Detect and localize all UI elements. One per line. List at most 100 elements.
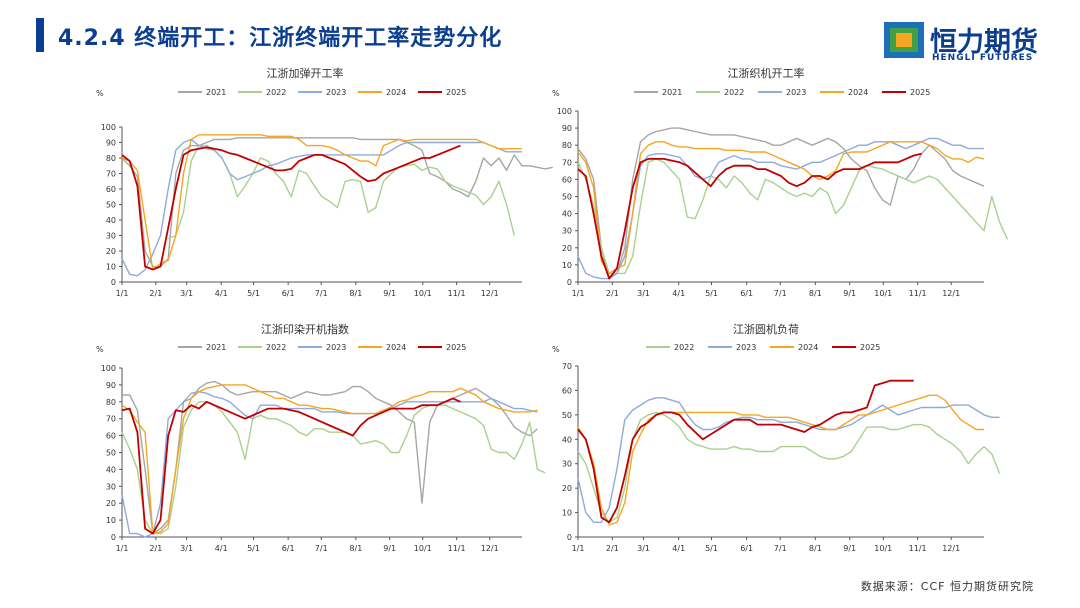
x-tick-label: 11/1: [909, 544, 927, 553]
series-line-2021: [122, 380, 538, 535]
y-tick-label: 70: [562, 158, 572, 167]
chart-title: 江浙圆机负荷: [733, 322, 799, 336]
x-tick-label: 7/1: [315, 289, 328, 298]
y-tick-label: 10: [562, 261, 572, 270]
legend-label-2021: 2021: [662, 88, 682, 97]
legend-label-2025: 2025: [860, 343, 880, 352]
x-tick-label: 3/1: [180, 289, 193, 298]
logo-mark-icon: [884, 22, 924, 58]
x-tick-label: 3/1: [637, 544, 650, 553]
x-tick-label: 5/1: [247, 544, 260, 553]
series-line-2025: [121, 397, 461, 535]
x-tick-label: 2/1: [606, 544, 619, 553]
y-tick-label: 100: [101, 364, 116, 373]
series-line-2024: [577, 394, 984, 526]
x-tick-label: 12/1: [481, 289, 499, 298]
page-title: 4.2.4 终端开工：江浙终端开工率走势分化: [58, 26, 503, 51]
legend-label-2022: 2022: [724, 88, 744, 97]
y-tick-label: 100: [557, 107, 572, 116]
x-tick-label: 4/1: [215, 289, 228, 298]
series-line-2023: [577, 397, 1000, 523]
series-line-2023: [121, 391, 538, 538]
x-tick-label: 11/1: [448, 544, 466, 553]
legend-label-2024: 2024: [848, 88, 868, 97]
x-tick-label: 12/1: [942, 544, 960, 553]
y-tick-label: 30: [106, 482, 116, 491]
y-tick-label: 0: [111, 533, 116, 542]
x-tick-label: 9/1: [383, 289, 396, 298]
x-tick-label: 1/1: [572, 289, 585, 298]
y-tick-label: 40: [562, 210, 572, 219]
y-tick-label: 30: [562, 460, 572, 469]
x-tick-label: 8/1: [349, 289, 362, 298]
y-tick-label: 100: [101, 123, 116, 132]
y-tick-label: 10: [106, 516, 116, 525]
x-tick-label: 10/1: [874, 289, 892, 298]
x-tick-label: 9/1: [843, 544, 856, 553]
series-line-2024: [121, 134, 522, 271]
x-tick-label: 8/1: [809, 544, 822, 553]
legend-label-2024: 2024: [798, 343, 818, 352]
legend-label-2024: 2024: [386, 88, 406, 97]
chart-title: 江浙印染开机指数: [261, 322, 349, 336]
y-axis-unit-label: %: [96, 89, 104, 98]
x-tick-label: 10/1: [874, 544, 892, 553]
x-tick-label: 3/1: [637, 289, 650, 298]
y-tick-label: 30: [562, 227, 572, 236]
x-tick-label: 5/1: [247, 289, 260, 298]
legend-label-2022: 2022: [266, 343, 286, 352]
y-tick-label: 0: [567, 278, 572, 287]
logo-name: 恒力期货: [930, 27, 1038, 58]
x-tick-label: 2/1: [606, 289, 619, 298]
legend-label-2024: 2024: [386, 343, 406, 352]
series-line-2024: [121, 384, 538, 535]
y-axis-unit-label: %: [552, 345, 560, 354]
x-tick-label: 11/1: [909, 289, 927, 298]
chart-title: 江浙加弹开工率: [267, 66, 344, 80]
series-line-2024: [577, 141, 985, 275]
legend-label-2021: 2021: [206, 343, 226, 352]
legend-label-2025: 2025: [910, 88, 930, 97]
y-tick-label: 90: [106, 381, 116, 390]
y-tick-label: 20: [562, 484, 572, 493]
y-tick-label: 10: [562, 509, 572, 518]
x-tick-label: 1/1: [572, 544, 585, 553]
x-tick-label: 5/1: [705, 289, 718, 298]
x-tick-label: 10/1: [414, 544, 432, 553]
series-line-2022: [167, 144, 515, 240]
y-tick-label: 60: [562, 175, 572, 184]
x-tick-label: 2/1: [149, 289, 162, 298]
x-tick-label: 11/1: [448, 289, 466, 298]
legend-label-2023: 2023: [786, 88, 806, 97]
series-line-2021: [577, 127, 985, 280]
chart-panel-texturing: 江浙加弹开工率% 2021 2022 2023 2024 2025 0 10 20 30 40 50 6…: [96, 66, 553, 298]
series-line-2022: [121, 401, 546, 535]
x-tick-label: 7/1: [774, 544, 787, 553]
y-tick-label: 70: [106, 415, 116, 424]
y-tick-label: 90: [562, 124, 572, 133]
series-line-2025: [577, 152, 922, 280]
y-tick-label: 80: [106, 154, 116, 163]
y-tick-label: 10: [106, 263, 116, 272]
series-line-2025: [577, 379, 914, 524]
legend-label-2022: 2022: [266, 88, 286, 97]
series-line-2022: [577, 411, 1001, 523]
y-tick-label: 80: [106, 398, 116, 407]
x-tick-label: 12/1: [481, 544, 499, 553]
y-tick-label: 0: [111, 278, 116, 287]
x-tick-label: 7/1: [774, 289, 787, 298]
y-tick-label: 40: [106, 465, 116, 474]
chart-panel-dyeing: 江浙印染开机指数% 2021 2022 2023 2024 2025 0 10 20 30 40 50…: [96, 322, 546, 553]
y-tick-label: 60: [106, 432, 116, 441]
y-tick-label: 50: [562, 411, 572, 420]
x-tick-label: 6/1: [282, 289, 295, 298]
y-tick-label: 0: [567, 533, 572, 542]
x-tick-label: 8/1: [809, 289, 822, 298]
x-tick-label: 10/1: [414, 289, 432, 298]
x-tick-label: 9/1: [843, 289, 856, 298]
y-tick-label: 40: [106, 216, 116, 225]
footer-source: 数据来源：CCF 恒力期货研究院: [860, 580, 1034, 593]
series-line-2025: [121, 144, 461, 271]
x-tick-label: 2/1: [149, 544, 162, 553]
legend-label-2023: 2023: [326, 343, 346, 352]
